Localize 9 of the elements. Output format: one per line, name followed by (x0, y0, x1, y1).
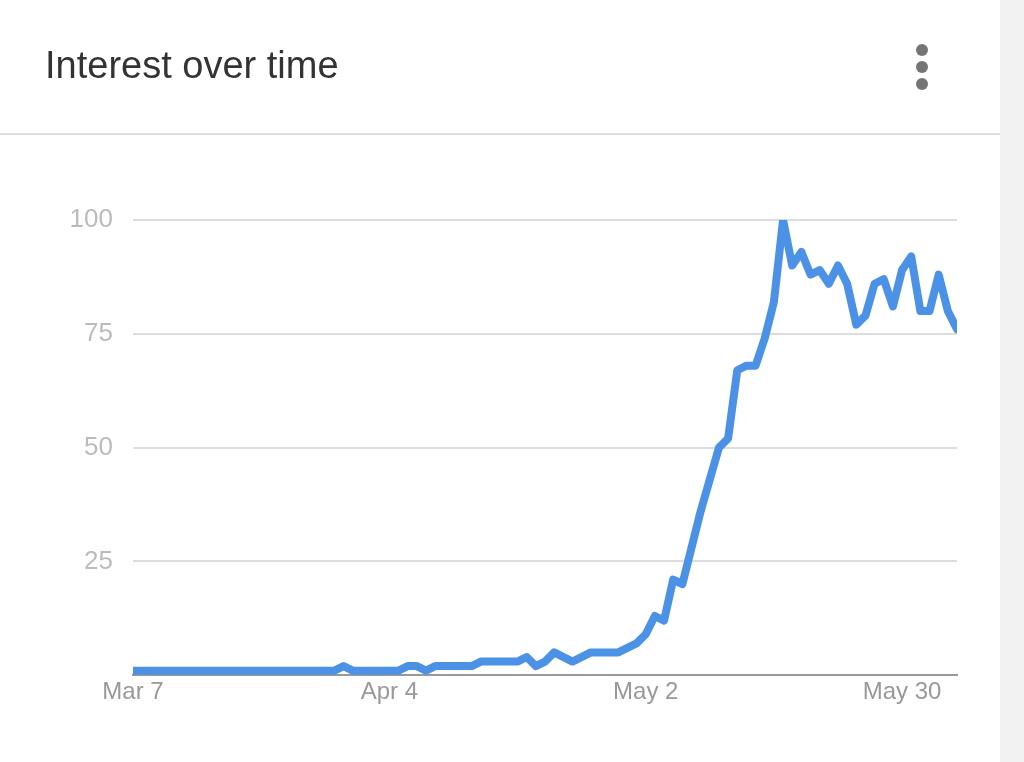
x-tick-label: Mar 7 (102, 677, 164, 705)
x-tick-label: Apr 4 (360, 677, 419, 705)
y-tick-label: 50 (84, 430, 113, 461)
x-tick-label: May 2 (613, 677, 679, 705)
y-tick-label: 100 (69, 203, 113, 234)
y-tick-label: 75 (84, 316, 113, 347)
x-tick-label: May 30 (862, 677, 942, 705)
y-tick-label: 25 (84, 544, 113, 575)
chart-title: Interest over time (45, 44, 339, 87)
